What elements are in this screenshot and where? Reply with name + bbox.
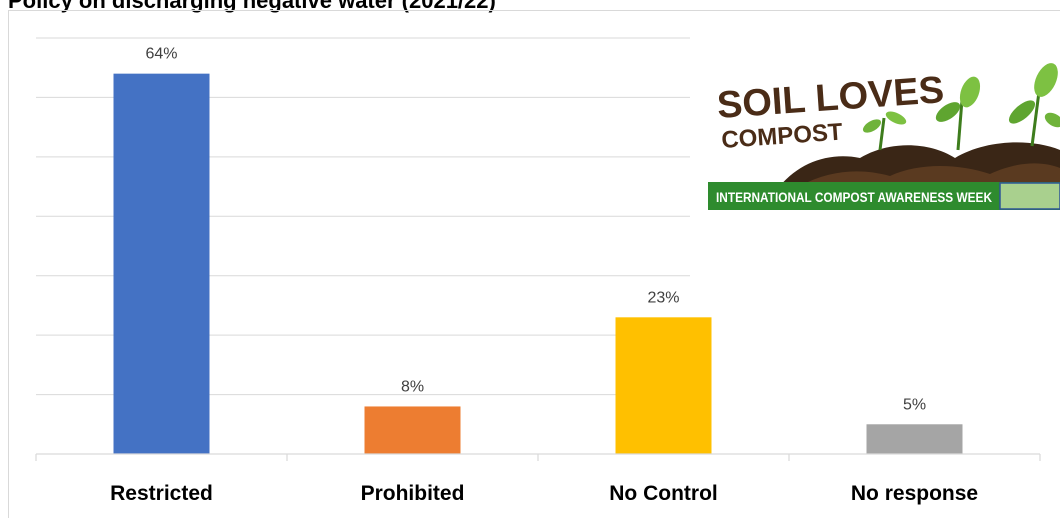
data-label: 64% [145, 46, 177, 63]
category-labels: Restricted Prohibited No Control No respons… [110, 482, 978, 505]
logo-banner-text: INTERNATIONAL COMPOST AWARENESS WEEK [716, 190, 992, 205]
bar-restricted [113, 73, 210, 455]
data-labels: 64% 8% 23% 5% [145, 46, 926, 414]
bar-no-control [615, 317, 712, 454]
chart-title: Policy on discharging negative water (20… [8, 0, 496, 13]
data-label: 5% [903, 396, 926, 413]
category-label: Prohibited [361, 482, 465, 505]
category-label: No Control [609, 482, 717, 505]
soil-loves-compost-logo: SOIL LOVES COMPOST INTERNATIONAL COMPOST… [700, 58, 1060, 210]
x-axis [35, 453, 1041, 461]
data-label: 23% [647, 289, 679, 306]
category-label: No response [851, 482, 978, 505]
chart-frame [8, 10, 1060, 518]
category-label: Restricted [110, 482, 213, 505]
data-label: 8% [401, 378, 424, 395]
bar-no-response [866, 424, 963, 454]
bar-prohibited [364, 406, 461, 454]
bars [113, 73, 963, 455]
